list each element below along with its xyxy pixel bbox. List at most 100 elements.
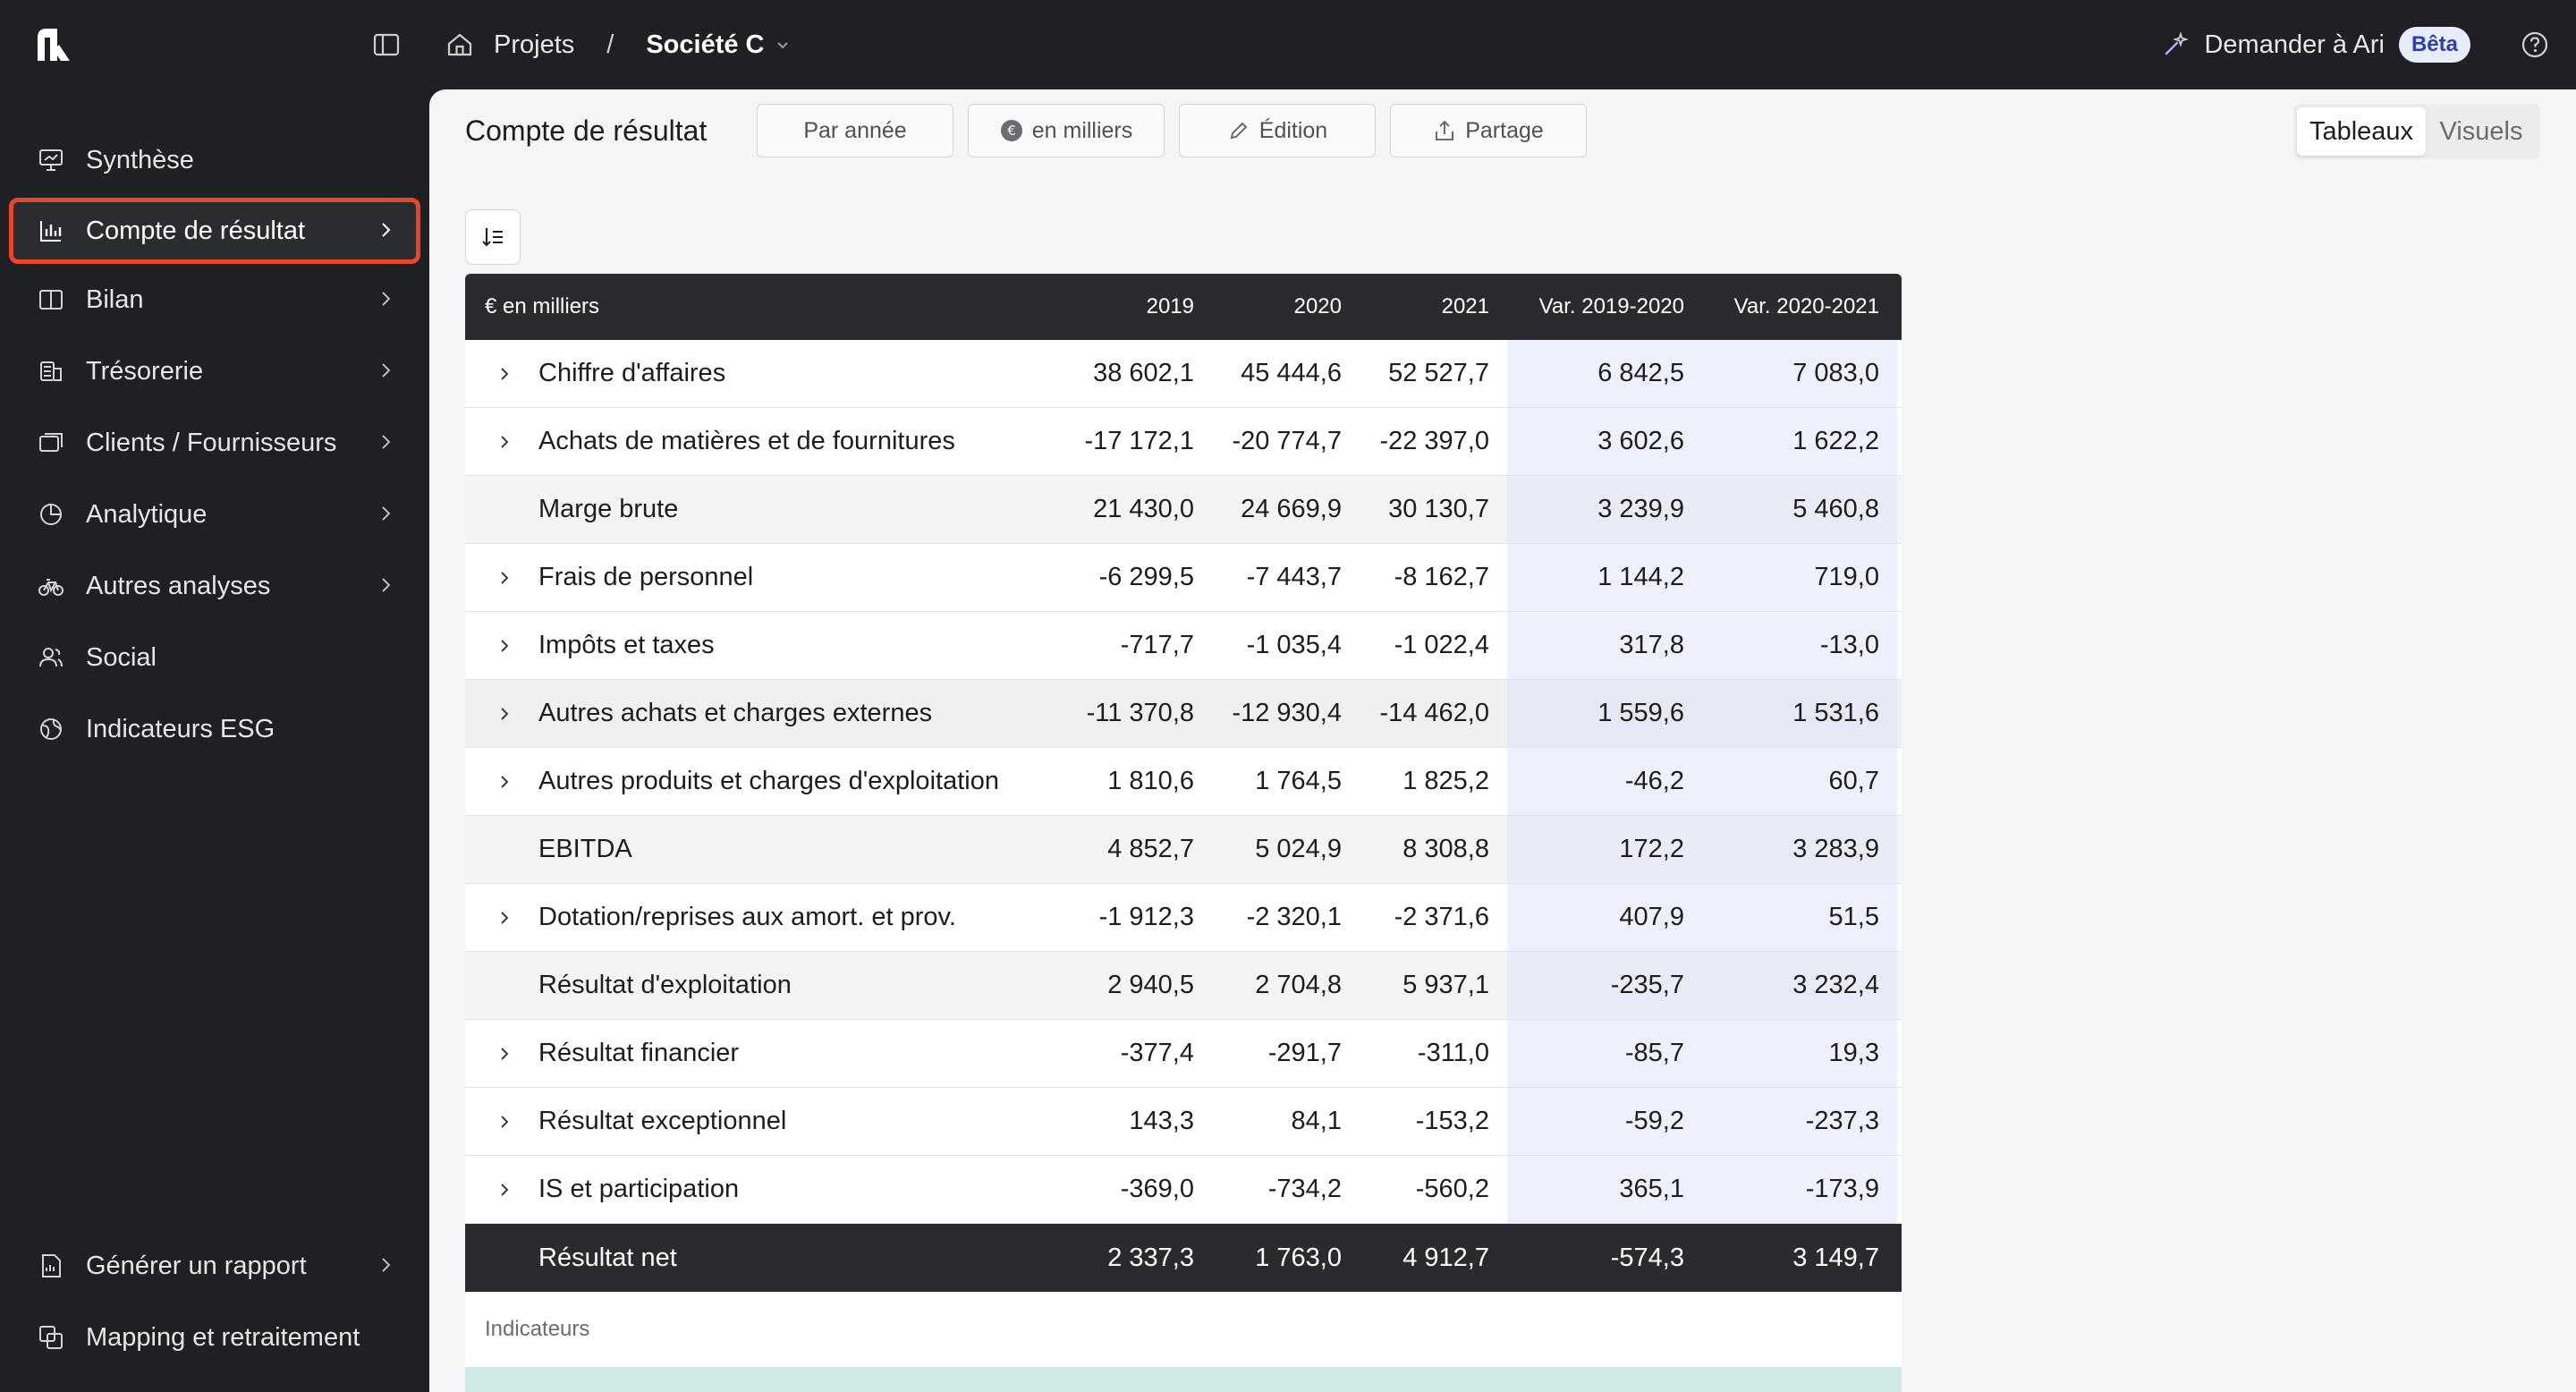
sidebar-item-label: Clients / Fournisseurs (86, 428, 337, 457)
expand-chevron-icon[interactable] (478, 705, 531, 723)
ask-ari-button[interactable]: Demander à Ari Bêta (2161, 0, 2470, 89)
cell-2020: 45 444,6 (1241, 359, 1342, 387)
expand-chevron-icon[interactable] (478, 569, 531, 587)
pie-chart-icon (36, 499, 66, 530)
table-row[interactable]: Autres produits et charges d'exploitatio… (465, 748, 1902, 816)
expand-chevron-icon[interactable] (478, 365, 531, 383)
cell-2019: 1 810,6 (1107, 767, 1194, 795)
expand-chevron-icon[interactable] (478, 433, 531, 451)
header-var-2020-2021: Var. 2020-2021 (1733, 294, 1879, 318)
ask-ari-label: Demander à Ari (2204, 30, 2385, 59)
cell-var-2019-2020: 172,2 (1507, 816, 1702, 883)
sort-icon (482, 228, 503, 247)
sort-button[interactable] (465, 209, 521, 265)
cell-var-2019-2020: -574,3 (1610, 1243, 1684, 1272)
help-icon[interactable] (2521, 30, 2549, 59)
share-button[interactable]: Partage (1390, 104, 1587, 157)
home-icon[interactable] (445, 30, 474, 59)
cell-var-2019-2020: -235,7 (1507, 952, 1702, 1019)
cell-2019: 143,3 (1129, 1107, 1194, 1135)
sidebar-item-synthese[interactable]: Synthèse (9, 127, 420, 193)
sidebar-item-label: Autres analyses (86, 571, 271, 600)
cell-var-2020-2021: 719,0 (1702, 544, 1897, 611)
sidebar-item-tresorerie[interactable]: Trésorerie (9, 338, 420, 404)
sidebar-item-social[interactable]: Social (9, 624, 420, 691)
cell-var-2020-2021: 3 149,7 (1792, 1243, 1879, 1272)
cell-2021: 8 308,8 (1402, 835, 1489, 863)
sidebar-item-analytique[interactable]: Analytique (9, 481, 420, 547)
table-row[interactable]: IS et participation -369,0 -734,2 -560,2… (465, 1156, 1902, 1224)
table-row[interactable]: Chiffre d'affaires 38 602,1 45 444,6 52 … (465, 340, 1902, 408)
cell-2021: -1 022,4 (1394, 631, 1489, 659)
expand-chevron-icon[interactable] (478, 1045, 531, 1063)
table-row[interactable]: Frais de personnel -6 299,5 -7 443,7 -8 … (465, 544, 1902, 612)
cell-var-2020-2021: -237,3 (1702, 1088, 1897, 1155)
sidebar-item-mapping[interactable]: Mapping et retraitement (9, 1304, 420, 1371)
tab-tableaux[interactable]: Tableaux (2297, 107, 2426, 156)
expand-chevron-icon[interactable] (478, 909, 531, 927)
tab-visuels[interactable]: Visuels (2439, 116, 2523, 146)
indicator-row[interactable] (465, 1367, 1902, 1392)
period-label: Par année (803, 117, 907, 143)
cell-2019: -11 370,8 (1086, 699, 1194, 727)
sidebar-item-label: Analytique (86, 499, 208, 529)
breadcrumb-current[interactable]: Société C (646, 30, 791, 60)
cell-2020: 1 764,5 (1255, 767, 1342, 795)
sidebar-item-indicateurs-esg[interactable]: Indicateurs ESG (9, 696, 420, 762)
period-button[interactable]: Par année (757, 104, 953, 157)
cell-2021: -14 462,0 (1379, 699, 1489, 727)
cell-2020: 2 704,8 (1255, 971, 1342, 999)
edit-button[interactable]: Édition (1179, 104, 1376, 157)
presentation-icon (36, 145, 66, 175)
app-logo[interactable] (34, 25, 73, 64)
cell-var-2020-2021: -13,0 (1702, 612, 1897, 679)
cell-2020: -20 774,7 (1232, 427, 1342, 455)
cell-2019: 2 940,5 (1107, 971, 1194, 999)
table-row[interactable]: Résultat financier -377,4 -291,7 -311,0 … (465, 1020, 1902, 1088)
chevron-right-icon (382, 223, 391, 237)
cell-var-2020-2021: 3 283,9 (1702, 816, 1897, 883)
row-label: Résultat d'exploitation (538, 971, 792, 999)
table-row[interactable]: Autres achats et charges externes -11 37… (465, 680, 1902, 748)
sidebar-item-compte-de-resultat[interactable]: Compte de résultat (9, 198, 420, 264)
table-row[interactable]: Résultat exceptionnel 143,3 84,1 -153,2 … (465, 1088, 1902, 1156)
report-icon (36, 1251, 66, 1281)
sidebar-item-label: Générer un rapport (86, 1251, 307, 1280)
table-row[interactable]: Achats de matières et de fournitures -17… (465, 408, 1902, 476)
users-icon (36, 642, 66, 673)
sidebar-item-clients-fournisseurs[interactable]: Clients / Fournisseurs (9, 410, 420, 476)
sidebar-item-label: Indicateurs ESG (86, 714, 275, 743)
cell-2021: 5 937,1 (1402, 971, 1489, 999)
breadcrumb-projects[interactable]: Projets (494, 30, 575, 59)
sidebar-item-autres-analyses[interactable]: Autres analyses (9, 553, 420, 619)
cell-2019: 2 337,3 (1107, 1243, 1194, 1272)
table-row[interactable]: Impôts et taxes -717,7 -1 035,4 -1 022,4… (465, 612, 1902, 680)
unit-label: en milliers (1031, 117, 1133, 143)
header-label: € en milliers (485, 294, 600, 318)
table-row[interactable]: Dotation/reprises aux amort. et prov. -1… (465, 884, 1902, 952)
sidebar-item-label: Synthèse (86, 145, 194, 174)
cell-2020: -2 320,1 (1246, 903, 1342, 931)
table-row-total: Résultat net 2 337,3 1 763,0 4 912,7 -57… (465, 1224, 1902, 1292)
expand-chevron-icon[interactable] (478, 1181, 531, 1199)
expand-chevron-icon[interactable] (478, 773, 531, 791)
expand-chevron-icon[interactable] (478, 1113, 531, 1131)
sidebar-item-label: Social (86, 642, 157, 672)
cell-var-2020-2021: 5 460,8 (1702, 476, 1897, 543)
breadcrumb-separator: / (606, 30, 614, 59)
row-label: Impôts et taxes (538, 631, 715, 659)
top-bar: Projets / Société C Demander à Ari Bêta (0, 0, 2576, 89)
unit-button[interactable]: € en milliers (968, 104, 1165, 157)
header-2019: 2019 (1146, 294, 1194, 318)
sidebar-item-bilan[interactable]: Bilan (9, 267, 420, 333)
row-label: IS et participation (538, 1175, 740, 1203)
header-2021: 2021 (1441, 294, 1489, 318)
sidebar-item-generer-rapport[interactable]: Générer un rapport (9, 1233, 420, 1299)
cell-2020: -12 930,4 (1232, 699, 1342, 727)
cell-2020: 84,1 (1291, 1107, 1342, 1135)
sidebar-toggle-icon[interactable] (372, 30, 401, 59)
expand-chevron-icon[interactable] (478, 637, 531, 655)
row-label: Résultat financier (538, 1039, 740, 1067)
sidebar: Synthèse Compte de résultat Bilan Trésor… (0, 89, 429, 1392)
mapping-icon (36, 1322, 66, 1353)
